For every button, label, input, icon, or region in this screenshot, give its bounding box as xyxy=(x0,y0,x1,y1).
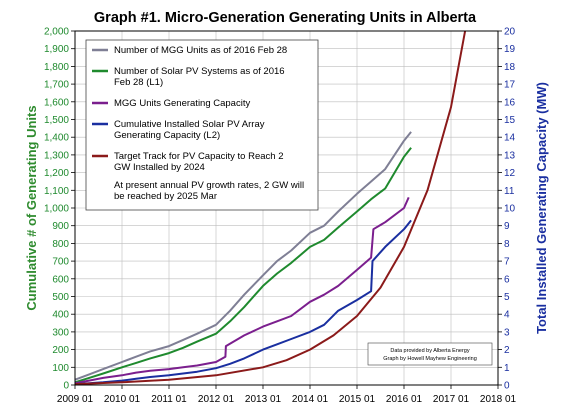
y2-tick-label: 13 xyxy=(504,150,516,161)
series-layer xyxy=(74,30,467,386)
y2-tick-label: 16 xyxy=(504,97,516,108)
y2-tick-label: 7 xyxy=(504,257,510,268)
x-tick-label: 2010 01 xyxy=(104,394,141,405)
x-tick-label: 2012 01 xyxy=(198,394,235,405)
y-tick-label: 200 xyxy=(52,345,69,356)
x-tick-label: 2016 01 xyxy=(386,394,423,405)
credit-box-frame xyxy=(367,342,493,366)
legend-label: Number of MGG Units as of 2016 Feb 28 xyxy=(114,45,287,56)
y-tick-label: 1,300 xyxy=(44,150,69,161)
y2-tick-label: 4 xyxy=(504,310,510,321)
y-tick-label: 2,000 xyxy=(44,27,69,38)
legend: Number of MGG Units as of 2016 Feb 28 Num… xyxy=(85,39,319,211)
y-tick-label: 900 xyxy=(52,221,69,232)
credit-box: Data provided by Alberta Energy Graph by … xyxy=(367,342,493,366)
credit-line: Graph by Howell Mayhew Engineering xyxy=(383,356,477,362)
y2-tick-label: 20 xyxy=(504,27,516,38)
legend-label: Generating Capacity (L2) xyxy=(114,130,220,141)
y-tick-label: 1,600 xyxy=(44,97,69,108)
y-tick-label: 500 xyxy=(52,292,69,303)
y2-tick-label: 6 xyxy=(504,274,510,285)
x-tick-label: 2015 01 xyxy=(339,394,376,405)
series-line-0 xyxy=(74,131,412,381)
left-axis: 0 100 200 300 400 500 600 700 800 900 1,000 1,100 1,… xyxy=(44,27,75,392)
y-tick-label: 800 xyxy=(52,239,69,250)
x-tick-label: 2009 01 xyxy=(57,394,94,405)
y-tick-label: 0 xyxy=(63,381,69,392)
legend-box xyxy=(85,39,319,211)
y2-tick-label: 2 xyxy=(504,345,510,356)
legend-label: MGG Units Generating Capacity xyxy=(114,98,250,109)
legend-label: Number of Solar PV Systems as of 2016 xyxy=(114,66,285,77)
series-line-2 xyxy=(74,196,410,385)
y2-tick-label: 17 xyxy=(504,80,516,91)
y2-tick-label: 8 xyxy=(504,239,510,250)
y-tick-label: 1,700 xyxy=(44,80,69,91)
y-tick-label: 400 xyxy=(52,310,69,321)
y-tick-label: 600 xyxy=(52,274,69,285)
annotation-text: be reached by 2025 Mar xyxy=(114,191,217,202)
legend-label: Feb 28 (L1) xyxy=(114,77,163,88)
y-tick-label: 300 xyxy=(52,327,69,338)
x-tick-label: 2017 01 xyxy=(433,394,470,405)
y2-tick-label: 15 xyxy=(504,115,516,126)
y2-tick-label: 10 xyxy=(504,204,516,215)
y-tick-label: 1,800 xyxy=(44,62,69,73)
y2-tick-label: 19 xyxy=(504,44,516,55)
y-axis-title-left: Cumulative # of Generating Units xyxy=(24,105,39,310)
y-tick-label: 1,200 xyxy=(44,168,69,179)
chart-title: Graph #1. Micro-Generation Generating Un… xyxy=(94,10,477,26)
series-line-1 xyxy=(74,147,412,384)
y2-tick-label: 14 xyxy=(504,133,516,144)
y2-tick-label: 9 xyxy=(504,221,510,232)
y-axis-title-right: Total Installed Generating Capacity (MW) xyxy=(534,82,549,334)
y2-tick-label: 0 xyxy=(504,381,510,392)
y-tick-label: 1,900 xyxy=(44,44,69,55)
x-tick-label: 2011 01 xyxy=(151,394,187,405)
y-tick-label: 100 xyxy=(52,363,69,374)
x-tick-label: 2014 01 xyxy=(292,394,329,405)
series-line-3 xyxy=(74,219,412,386)
annotation-text: At present annual PV growth rates, 2 GW … xyxy=(114,180,304,191)
legend-label: GW Installed by 2024 xyxy=(114,162,205,173)
y2-tick-label: 11 xyxy=(504,186,515,197)
y-tick-label: 1,100 xyxy=(44,186,69,197)
legend-label: Target Track for PV Capacity to Reach 2 xyxy=(114,151,284,162)
y-tick-label: 700 xyxy=(52,257,69,268)
x-tick-label: 2018 01 xyxy=(480,394,517,405)
y-tick-label: 1,500 xyxy=(44,115,69,126)
x-axis: 2009 01 2010 01 2011 01 2012 01 2013 01 2014 … xyxy=(57,385,517,405)
y2-tick-label: 3 xyxy=(504,327,510,338)
y-tick-label: 1,000 xyxy=(44,204,69,215)
y2-tick-label: 5 xyxy=(504,292,510,303)
credit-line: Data provided by Alberta Energy xyxy=(390,348,469,354)
series-line-4 xyxy=(74,30,467,386)
y2-tick-label: 12 xyxy=(504,168,516,179)
y-tick-label: 1,400 xyxy=(44,133,69,144)
y2-tick-label: 1 xyxy=(504,363,510,374)
legend-label: Cumulative Installed Solar PV Array xyxy=(114,119,265,130)
y2-tick-label: 18 xyxy=(504,62,516,73)
x-tick-label: 2013 01 xyxy=(245,394,282,405)
